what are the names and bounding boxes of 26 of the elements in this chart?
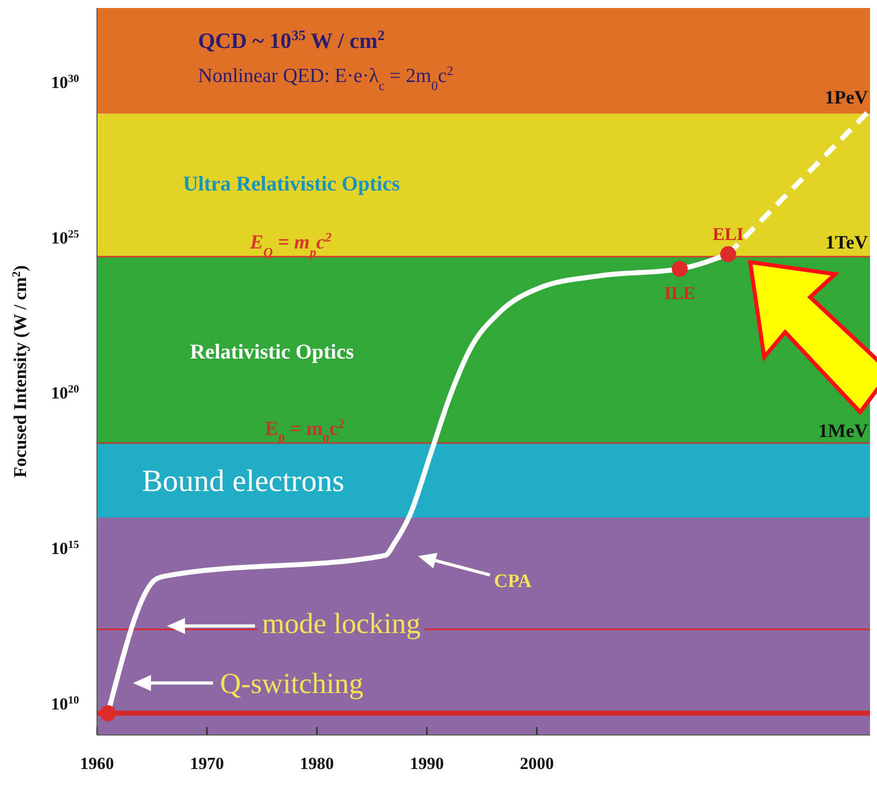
annotation: 1TeV: [825, 232, 868, 254]
annotation: CPA: [494, 571, 532, 592]
point: [672, 260, 688, 277]
x-tick-label: 1980: [300, 754, 334, 774]
annotation: Q-switching: [220, 668, 364, 700]
annotation: ELI: [712, 224, 744, 244]
y-tick-label: 10$^{10}$: [50, 694, 80, 714]
ref-line-label: E$_{0}$ = m$_{0}$c$^{2}$: [265, 415, 345, 446]
annotation: 1MeV: [818, 420, 868, 442]
band-label: Ultra Relativistic Optics: [183, 172, 400, 196]
point: [720, 246, 736, 262]
y-tick-label: 10$^{20}$: [50, 384, 80, 403]
y-tick-label: 10$^{25}$: [50, 228, 80, 248]
x-tick-label: 1990: [410, 754, 444, 774]
point: [100, 705, 116, 722]
band-label: Relativistic Optics: [190, 340, 354, 364]
x-tick-label: 1960: [80, 754, 114, 774]
x-tick-label: 2000: [520, 754, 554, 774]
x-tick-label: 1970: [190, 754, 224, 774]
y-tick-label: 10$^{30}$: [50, 72, 80, 92]
y-tick-label: 10$^{15}$: [50, 539, 80, 558]
annotation: Nonlinear QED: E·e·λ$_{c}$ = 2m$_{0}$c$^{2}$: [198, 62, 454, 92]
band-label: QCD ~ 10$^{35}$ W / cm$^{2}$: [198, 28, 385, 53]
annotation: ILE: [664, 282, 696, 303]
annotation: 1PeV: [824, 88, 868, 109]
band-label: Bound electrons: [142, 463, 344, 498]
